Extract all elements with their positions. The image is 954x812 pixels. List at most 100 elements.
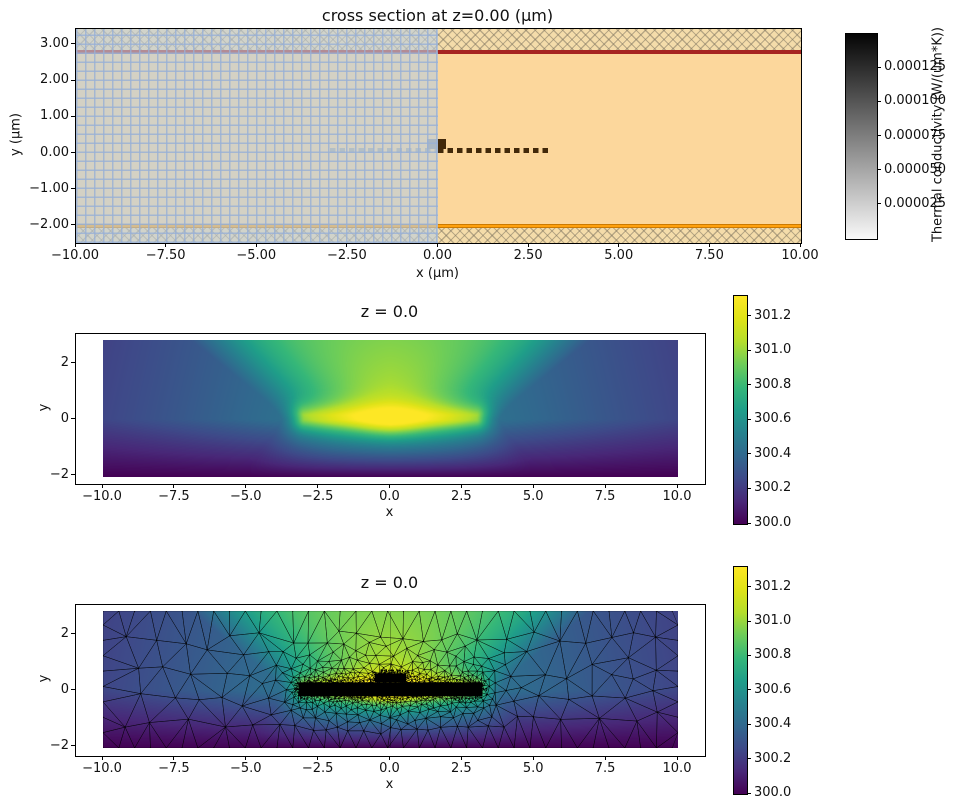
conductivity-colorbar-tick-label: 0.000100	[884, 93, 947, 109]
bot-x-tick	[532, 756, 534, 760]
conductivity-colorbar-tick-label: 0.000025	[884, 195, 947, 211]
mid-x-tick	[389, 484, 390, 488]
mid-x-tick	[173, 484, 175, 488]
mesh-colorbar-tick	[747, 689, 751, 691]
temperature-colorbar-tick	[747, 349, 751, 351]
mesh-colorbar-tick	[747, 654, 751, 656]
cross-section-axes	[75, 28, 802, 244]
top-x-tick	[437, 243, 438, 247]
top-y-axis-label: y (μm)	[8, 113, 24, 156]
mesh-colorbar-tick-label: 300.0	[754, 785, 792, 800]
top-y-tick	[71, 188, 75, 190]
conductivity-colorbar-tick	[877, 135, 881, 136]
top-x-tick-label: 2.50	[513, 248, 543, 263]
conductivity-colorbar-tick	[877, 169, 881, 171]
bot-x-tick	[460, 756, 462, 760]
top-y-tick-label: 1.00	[40, 108, 69, 124]
mid-x-tick	[676, 484, 678, 488]
bot-y-tick-label: 0	[60, 681, 69, 697]
top-x-tick	[74, 243, 76, 247]
mesh-colorbar-tick-label: 300.4	[754, 716, 792, 732]
bot-x-tick-label: −10.0	[82, 761, 122, 776]
top-x-tick	[799, 243, 801, 247]
temperature-colorbar-tick	[747, 522, 751, 524]
waveguide-ridge-right	[438, 139, 446, 149]
top-x-tick-label: −7.50	[145, 248, 186, 263]
temperature-colorbar-tick	[747, 315, 751, 317]
top-y-tick-label: 0.00	[40, 144, 69, 160]
temperature-colorbar-tick-label: 300.6	[754, 411, 792, 427]
temperature-colorbar-tick	[747, 418, 751, 420]
top-y-tick-label: −2.00	[29, 216, 69, 232]
mid-y-tick	[71, 474, 75, 476]
mesh-colorbar-tick-label: 300.8	[754, 647, 792, 663]
mesh-plot-title: z = 0.0	[360, 573, 419, 592]
mesh-colorbar-tick	[747, 723, 751, 725]
mid-y-tick	[71, 362, 75, 364]
mesh-x-axis-label: x	[385, 777, 394, 792]
mid-x-tick-label: −2.5	[301, 489, 334, 504]
mesh-colorbar-tick	[747, 758, 751, 760]
mesh-colorbar-tick-label: 300.6	[754, 681, 792, 697]
temperature-axes	[75, 333, 706, 485]
top-x-tick	[346, 243, 348, 247]
top-x-tick	[255, 243, 257, 247]
conductivity-colorbar-tick	[877, 66, 881, 68]
mid-y-tick-label: 0	[60, 410, 69, 426]
bot-y-tick	[71, 633, 75, 635]
bot-x-tick	[101, 756, 103, 760]
mesh-colorbar-tick	[747, 586, 751, 588]
mid-x-tick	[604, 484, 606, 488]
mid-x-tick-label: −10.0	[82, 489, 122, 504]
temperature-colorbar-tick	[747, 384, 751, 386]
mesh-colorbar-tick	[747, 620, 751, 622]
bot-x-tick-label: 5.0	[522, 761, 544, 776]
mid-x-tick-label: 0.0	[379, 489, 400, 504]
bot-x-tick-label: 10.0	[662, 761, 692, 776]
top-y-tick	[71, 115, 75, 117]
conductivity-colorbar-tick-label: 0.000125	[884, 59, 947, 75]
mid-x-tick-label: 2.5	[451, 489, 472, 504]
top-plot-title: cross section at z=0.00 (μm)	[321, 6, 554, 25]
temperature-colorbar-tick-label: 300.8	[754, 376, 792, 392]
bot-x-tick	[389, 756, 390, 760]
mesh-colorbar-tick	[747, 792, 751, 794]
top-x-tick-label: 5.00	[604, 248, 634, 263]
top-y-tick	[71, 224, 75, 226]
bot-x-tick	[245, 756, 247, 760]
temperature-heatmap	[103, 340, 678, 477]
top-x-tick-label: −10.00	[50, 248, 100, 263]
mid-x-tick	[317, 484, 319, 488]
bot-y-tick	[71, 689, 75, 691]
temperature-x-axis-label: x	[385, 505, 394, 520]
top-y-tick-label: 3.00	[40, 35, 69, 51]
conductivity-colorbar	[845, 33, 878, 240]
mid-y-tick-label: 2	[60, 354, 69, 370]
mid-x-tick-label: 7.5	[594, 489, 616, 504]
temperature-colorbar-tick	[747, 487, 751, 489]
bot-y-tick-label: 2	[60, 625, 69, 641]
top-x-tick-label: 0.00	[423, 248, 452, 263]
conductivity-colorbar-tick	[877, 203, 881, 205]
top-x-tick-label: 7.50	[694, 248, 724, 263]
metal-layer-line	[76, 50, 801, 54]
bot-x-tick-label: −2.5	[301, 761, 334, 776]
conductivity-colorbar-tick-label: 0.000075	[884, 127, 947, 143]
conductivity-colorbar-tick-label: 0.000050	[884, 161, 947, 177]
temperature-colorbar-tick	[747, 453, 751, 455]
bot-x-tick	[676, 756, 678, 760]
mid-y-tick	[71, 418, 75, 420]
top-y-tick	[71, 79, 75, 81]
bot-x-tick-label: 7.5	[594, 761, 616, 776]
bot-x-tick	[317, 756, 319, 760]
bot-x-tick-label: −7.5	[158, 761, 190, 776]
mid-x-tick-label: 10.0	[662, 489, 692, 504]
top-y-tick-label: 2.00	[40, 72, 69, 88]
mid-x-tick-label: 5.0	[522, 489, 544, 504]
mid-x-tick	[532, 484, 534, 488]
top-x-tick-label: −2.50	[326, 248, 367, 263]
top-x-tick	[618, 243, 620, 247]
mesh-colorbar-tick-label: 300.2	[754, 750, 792, 766]
heater-slab-right	[438, 148, 548, 153]
